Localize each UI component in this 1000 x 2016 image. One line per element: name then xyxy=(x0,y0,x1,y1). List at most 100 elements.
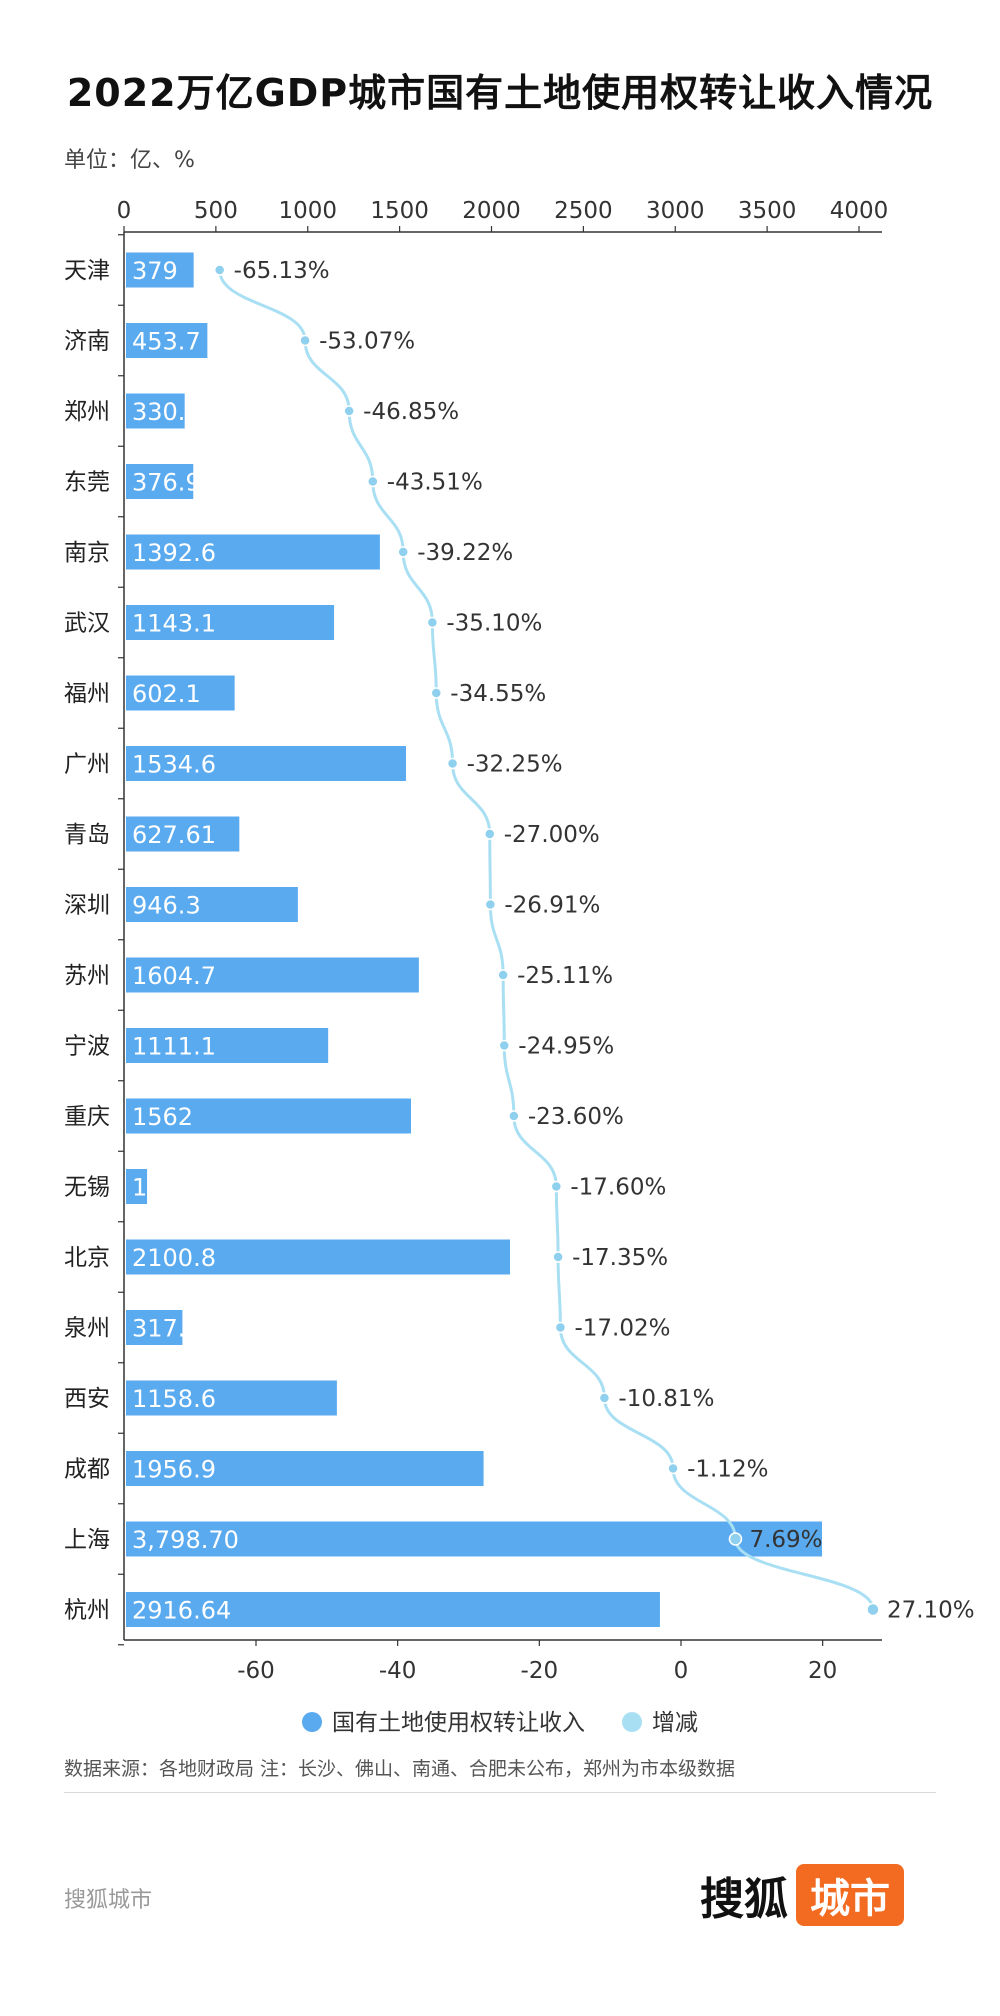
bottom-axis: -60 -40 -20 0 20 xyxy=(124,1639,882,1684)
top-tick-label: 4000 xyxy=(830,198,889,224)
line-value-label: -65.13% xyxy=(234,258,330,284)
line-value-label: -17.02% xyxy=(574,1316,670,1342)
line-point xyxy=(550,1180,563,1193)
line-value-label: -46.85% xyxy=(363,399,459,425)
bar xyxy=(126,1521,823,1557)
chart: 0 500 1000 1500 2000 2500 3000 3500 4000 379 453.… xyxy=(64,198,975,1736)
category-label: 泉州 xyxy=(64,1316,110,1342)
bar xyxy=(126,675,235,711)
line-value-label: -43.51% xyxy=(387,470,483,496)
line-value-label: -34.55% xyxy=(450,681,546,707)
legend: 国有土地使用权转让收入 增减 xyxy=(302,1710,698,1736)
top-tick-label: 2000 xyxy=(462,198,521,224)
category-label: 济南 xyxy=(64,329,110,355)
bar xyxy=(126,323,208,358)
category-label: 郑州 xyxy=(64,399,110,425)
line-point xyxy=(866,1602,880,1617)
top-tick-label: 3500 xyxy=(738,198,797,224)
line-value-label: -1.12% xyxy=(687,1457,768,1483)
legend-marker xyxy=(622,1712,642,1732)
bar-value-label: 453.7 xyxy=(132,328,201,356)
bottom-tick-label: -60 xyxy=(237,1658,275,1684)
bar xyxy=(126,957,419,993)
bar-value-label: 330.2 xyxy=(132,398,201,426)
line-value-label: -39.22% xyxy=(417,540,513,566)
line-value-label: -27.00% xyxy=(504,822,600,848)
line-point xyxy=(446,757,459,770)
bar-value-label: 1956.9 xyxy=(132,1456,216,1484)
bar-value-label: 2100.8 xyxy=(132,1244,216,1272)
bar-value-label: 1143.1 xyxy=(132,610,216,638)
bar-value-label: 1392.6 xyxy=(132,539,216,567)
bar xyxy=(126,1098,412,1134)
top-tick-label: 1000 xyxy=(278,198,337,224)
category-label: 杭州 xyxy=(64,1598,110,1624)
line-value-label: -35.10% xyxy=(446,611,542,637)
line-value-label: 7.69% xyxy=(749,1527,822,1553)
bar xyxy=(126,464,194,499)
line-value-label: -25.11% xyxy=(517,963,613,989)
bar-value-label: 602.1 xyxy=(132,680,201,708)
bar-value-label: 379 xyxy=(132,257,178,285)
bar xyxy=(126,1169,148,1204)
bar xyxy=(126,393,185,429)
brand-main: 搜狐 xyxy=(700,1874,788,1925)
bar xyxy=(126,1028,329,1063)
brand-box: 城市 xyxy=(796,1864,904,1926)
line-value-label: 27.10% xyxy=(887,1598,975,1624)
line-point xyxy=(397,546,409,558)
line-point xyxy=(508,1110,520,1122)
line-value-label: -24.95% xyxy=(518,1034,614,1060)
top-axis: 0 500 1000 1500 2000 2500 3000 3500 4000 xyxy=(117,198,889,1640)
unit-label: 单位：亿、% xyxy=(64,148,195,173)
category-label: 苏州 xyxy=(64,963,110,989)
line-value-label: -23.60% xyxy=(528,1104,624,1130)
line-point xyxy=(367,475,379,488)
bar-value-label: 1534.6 xyxy=(132,751,216,779)
footer-source: 搜狐城市 xyxy=(64,1888,153,1913)
line-point xyxy=(728,1532,743,1546)
category-label: 东莞 xyxy=(64,470,110,496)
line-value-label: -17.60% xyxy=(570,1175,666,1201)
bar xyxy=(126,252,194,288)
bar-value-label: 1604.7 xyxy=(132,962,216,990)
line-point xyxy=(484,898,497,911)
line-point xyxy=(497,969,509,981)
line-point xyxy=(343,405,355,417)
line-value-label: -32.25% xyxy=(467,752,563,778)
category-label: 北京 xyxy=(64,1245,110,1271)
line-value-label: -53.07% xyxy=(319,329,415,355)
bar-value-label: 376.92 xyxy=(132,469,216,497)
category-label: 成都 xyxy=(64,1457,110,1483)
top-tick-label: 2500 xyxy=(554,198,613,224)
bar-value-label: 125.5 xyxy=(132,1174,201,1202)
bar xyxy=(126,1380,337,1416)
line-point xyxy=(426,616,439,629)
category-label: 广州 xyxy=(64,752,110,778)
bar-value-label: 627.61 xyxy=(132,821,216,849)
bar-value-label: 1562 xyxy=(132,1103,193,1131)
category-label: 南京 xyxy=(64,540,110,566)
bottom-tick-label: 0 xyxy=(674,1658,689,1684)
category-label: 天津 xyxy=(64,258,110,284)
bottom-tick-label: -40 xyxy=(379,1658,417,1684)
brand-logo: 搜狐 城市 xyxy=(700,1864,904,1926)
bar-value-label: 946.3 xyxy=(132,892,201,920)
bar-value-label: 317.9 xyxy=(132,1315,201,1343)
line-point xyxy=(498,1039,511,1052)
line-point xyxy=(667,1462,679,1475)
bottom-tick-label: -20 xyxy=(521,1658,559,1684)
line-point xyxy=(552,1251,564,1263)
top-tick-label: 3000 xyxy=(646,198,705,224)
category-label: 西安 xyxy=(64,1386,110,1412)
category-label: 重庆 xyxy=(64,1104,110,1130)
line-point xyxy=(484,828,496,840)
category-label: 上海 xyxy=(64,1527,110,1553)
category-label: 青岛 xyxy=(64,822,110,848)
line-value-label: -10.81% xyxy=(618,1386,714,1412)
line-value-label: -17.35% xyxy=(572,1245,668,1271)
bar xyxy=(126,605,335,640)
chart-title: 2022万亿GDP城市国有土地使用权转让收入情况 xyxy=(66,71,934,115)
bar xyxy=(126,1592,660,1627)
